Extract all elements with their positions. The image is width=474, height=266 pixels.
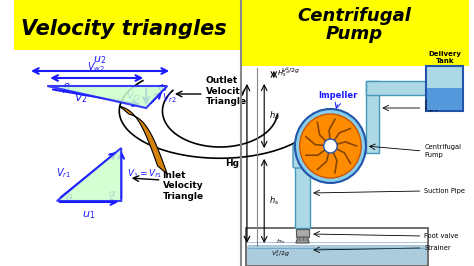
Text: Suction Pipe: Suction Pipe <box>425 188 465 194</box>
Circle shape <box>306 239 309 241</box>
Text: Strainer: Strainer <box>425 245 451 251</box>
Text: $V_{w2}$: $V_{w2}$ <box>87 60 105 74</box>
Bar <box>14 0 241 50</box>
Polygon shape <box>57 148 121 201</box>
FancyBboxPatch shape <box>293 144 312 168</box>
Text: $u_1$: $u_1$ <box>82 209 95 221</box>
Bar <box>366 81 431 95</box>
Bar <box>246 228 428 266</box>
Text: Centrifugal
Pump: Centrifugal Pump <box>425 144 462 157</box>
Bar <box>295 161 310 228</box>
Text: Foot valve: Foot valve <box>425 233 459 239</box>
Circle shape <box>302 237 304 239</box>
Circle shape <box>302 239 304 241</box>
Bar <box>247 246 428 265</box>
Text: $V_1=V_{f1}$: $V_1=V_{f1}$ <box>127 168 162 180</box>
Text: $u_2$: $u_2$ <box>93 54 107 66</box>
Text: Outlet
Velocity
Triangle: Outlet Velocity Triangle <box>206 76 247 106</box>
Text: $\Phi$: $\Phi$ <box>157 82 167 94</box>
Text: $V_2$: $V_2$ <box>74 91 88 105</box>
Circle shape <box>324 139 337 153</box>
Circle shape <box>306 237 309 239</box>
Text: Velocity triangles: Velocity triangles <box>21 19 227 39</box>
Text: $h_d$: $h_d$ <box>269 110 280 122</box>
Text: $V_s^2/2g$: $V_s^2/2g$ <box>271 249 290 259</box>
Bar <box>296 229 310 237</box>
Text: $H_s$: $H_s$ <box>277 69 286 79</box>
Text: $\beta$: $\beta$ <box>62 81 71 95</box>
Bar <box>366 81 379 153</box>
Text: $V_d^2/2g$: $V_d^2/2g$ <box>281 66 300 76</box>
Text: $h_s$: $h_s$ <box>269 195 279 207</box>
Circle shape <box>299 239 301 241</box>
Text: Hg: Hg <box>225 159 239 168</box>
Text: Delivery
Pipe: Delivery Pipe <box>425 99 452 113</box>
Text: $V_{r2}$: $V_{r2}$ <box>163 91 177 105</box>
Bar <box>14 50 241 266</box>
Bar <box>241 0 469 66</box>
Text: $\alpha$: $\alpha$ <box>108 189 117 199</box>
Text: Delivery
Tank: Delivery Tank <box>428 51 461 64</box>
Circle shape <box>299 237 301 239</box>
Text: $V_{f2}$: $V_{f2}$ <box>126 89 140 103</box>
Text: Impeller: Impeller <box>319 91 358 100</box>
Circle shape <box>300 114 361 178</box>
Text: $\theta$: $\theta$ <box>65 192 73 204</box>
Polygon shape <box>47 86 167 108</box>
Polygon shape <box>296 237 310 243</box>
Text: $h_{fs}$: $h_{fs}$ <box>276 238 285 247</box>
Text: Inlet
Velocity
Triangle: Inlet Velocity Triangle <box>163 171 204 201</box>
Polygon shape <box>119 106 167 174</box>
Circle shape <box>295 109 366 183</box>
Text: Pump: Pump <box>326 25 383 43</box>
Bar <box>300 138 309 154</box>
Bar <box>427 66 463 111</box>
Text: Centrifugal: Centrifugal <box>298 7 411 25</box>
Bar <box>241 66 469 266</box>
Bar <box>428 88 462 110</box>
Text: $V_{r1}$: $V_{r1}$ <box>56 166 71 180</box>
